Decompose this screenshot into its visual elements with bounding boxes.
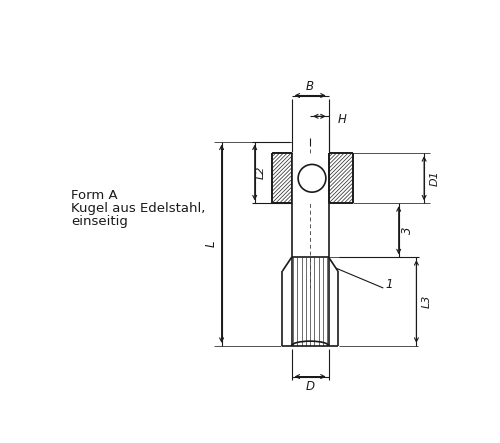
Text: L2: L2 bbox=[256, 166, 266, 179]
Text: einseitig: einseitig bbox=[72, 215, 128, 228]
Text: H: H bbox=[338, 113, 347, 126]
Text: D1: D1 bbox=[430, 171, 440, 186]
Text: D: D bbox=[306, 380, 314, 393]
Text: Form A: Form A bbox=[72, 189, 118, 202]
Bar bbox=[292, 154, 328, 203]
Text: B: B bbox=[306, 80, 314, 93]
Text: 3: 3 bbox=[402, 226, 414, 234]
Text: L: L bbox=[204, 241, 218, 247]
Text: Kugel aus Edelstahl,: Kugel aus Edelstahl, bbox=[72, 202, 206, 215]
Text: L3: L3 bbox=[422, 295, 432, 308]
Text: 1: 1 bbox=[386, 278, 393, 291]
Circle shape bbox=[298, 164, 326, 192]
